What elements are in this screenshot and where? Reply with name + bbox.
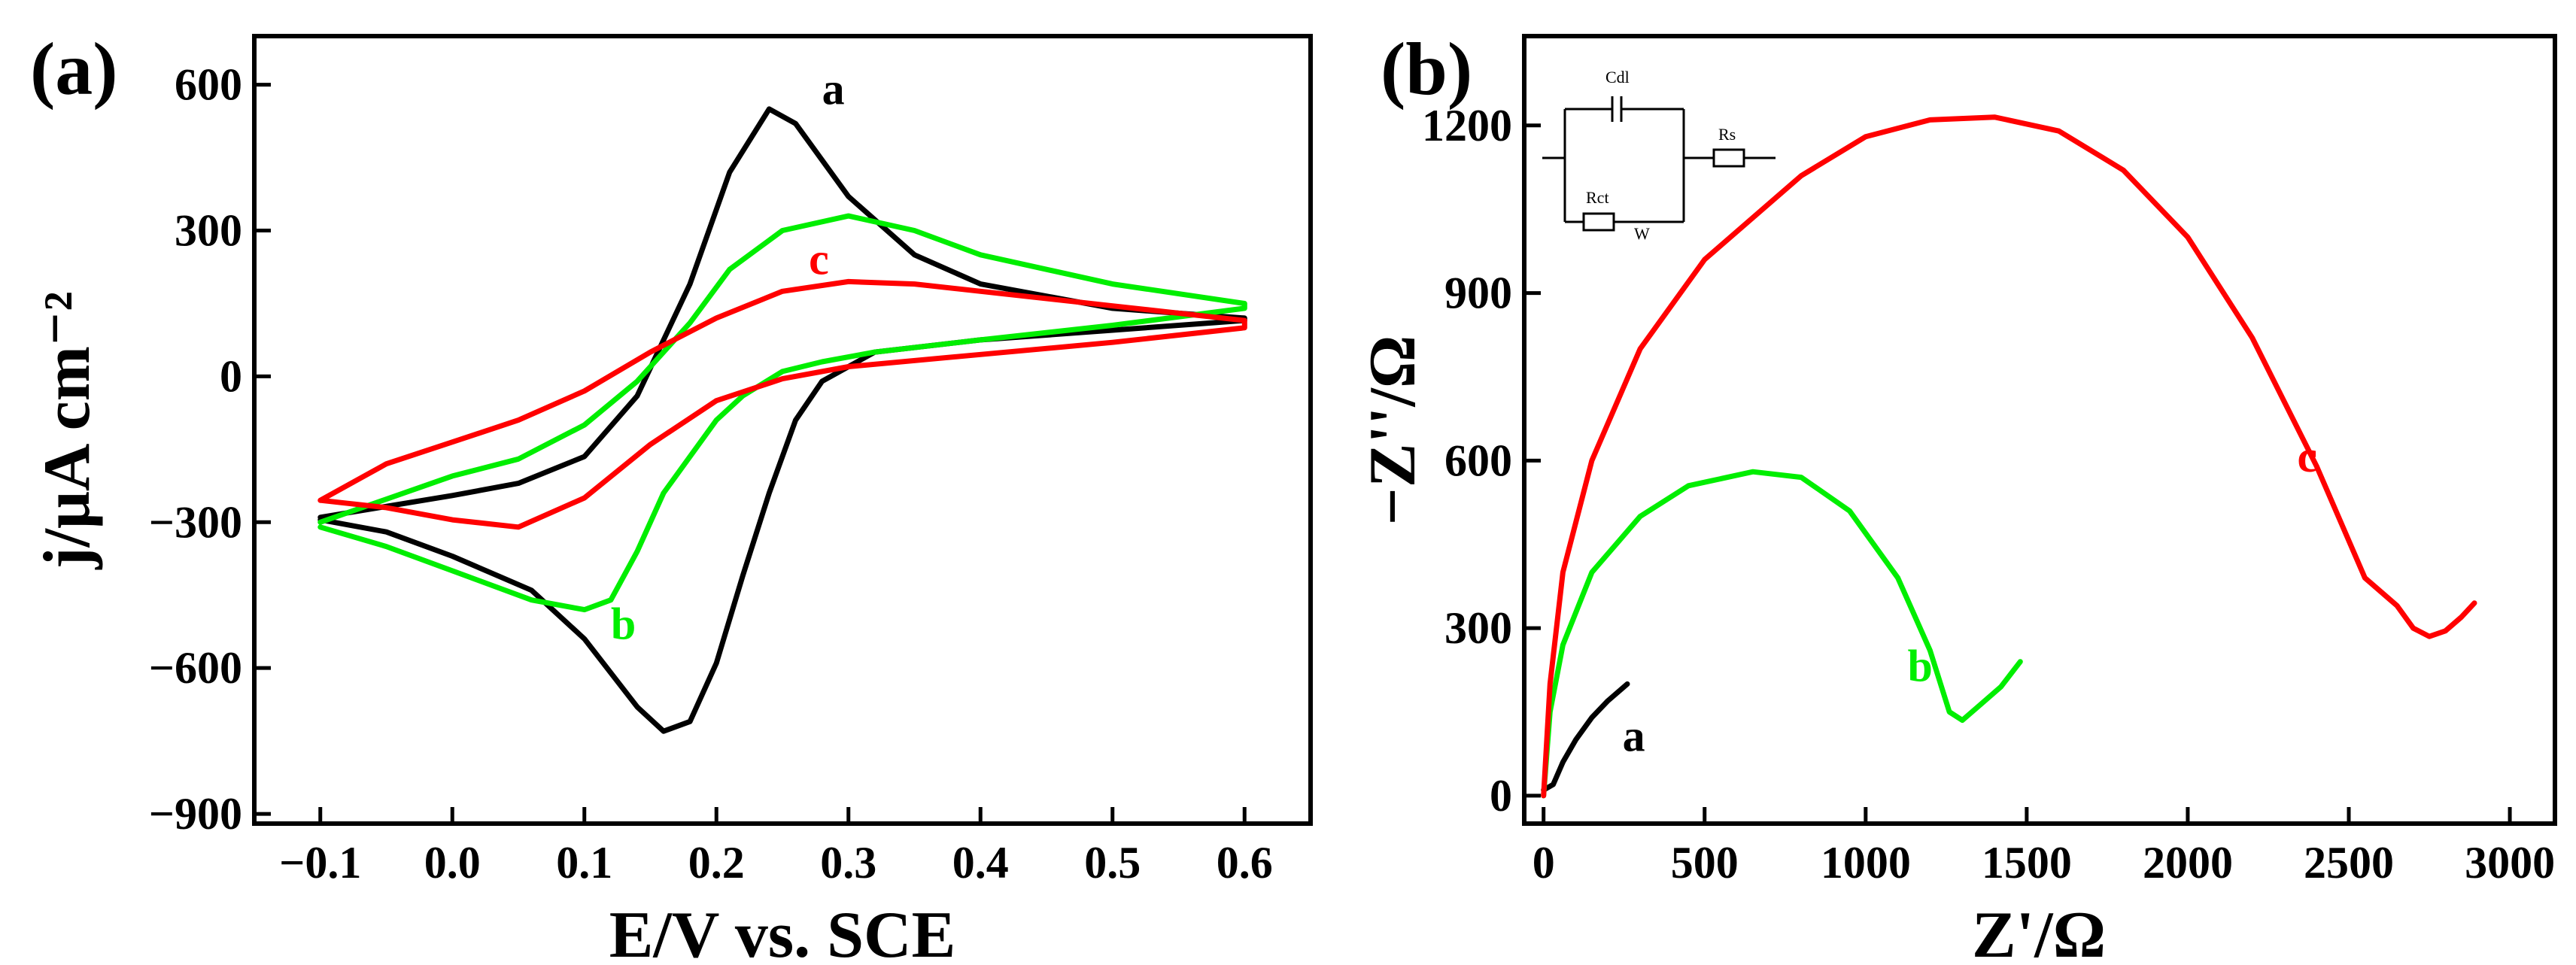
inset-label-w: W — [1634, 224, 1650, 243]
panel-a-series-a-label: a — [822, 64, 845, 114]
panel-a-chart: (a) E/V vs. SCE j/μA cm⁻² −0.1 0.0 0.1 0.2 0… — [30, 27, 1313, 965]
panel-b-x-axis-title: Z'/Ω — [1972, 899, 2106, 965]
panel-a-y-tick-label: −900 — [149, 789, 242, 839]
panel-b-plot-frame — [1522, 34, 2557, 826]
panel-b-series-a-label: a — [1623, 711, 1645, 760]
panel-b-x-tick-label: 1500 — [1982, 838, 2072, 888]
panel-a-y-ticks: −900 −600 −300 0 300 600 — [149, 60, 271, 839]
panel-b-series-a-line — [1541, 681, 1630, 793]
panel-a-x-tick-label: 0.1 — [556, 838, 612, 888]
panel-b-x-tick-label: 0 — [1533, 838, 1555, 888]
panel-a-x-tick-label: 0.0 — [424, 838, 481, 888]
panel-a-x-tick-label: −0.1 — [279, 838, 361, 888]
panel-b-x-tick-label: 3000 — [2465, 838, 2555, 888]
panel-b-series-c-label: c — [2298, 432, 2318, 481]
panel-a-series: a b c — [317, 64, 1247, 734]
panel-a-series-c-line — [317, 278, 1247, 530]
panel-a-x-tick-label: 0.5 — [1084, 838, 1141, 888]
panel-b-x-ticks: 0 500 1000 1500 2000 2500 3000 — [1533, 807, 2555, 888]
panel-a-y-tick-label: −300 — [149, 497, 242, 547]
inset-label-rs: Rs — [1718, 125, 1736, 144]
panel-a-y-tick-label: 600 — [175, 60, 242, 110]
panel-b-y-ticks: 0 300 600 900 1200 — [1422, 101, 1541, 821]
resistor-rs — [1712, 148, 1745, 168]
panel-b-x-tick-label: 1000 — [1821, 838, 1911, 888]
panel-b-series: a b c — [1541, 114, 2477, 799]
inset-label-rct: Rct — [1586, 188, 1609, 207]
equivalent-circuit-inset: Cdl Rs Rct W — [1542, 68, 1776, 243]
panel-a-x-tick-label: 0.3 — [820, 838, 876, 888]
panel-b-y-tick-label: 900 — [1444, 269, 1512, 318]
panel-b-y-tick-label: 600 — [1444, 435, 1512, 485]
panel-b-y-tick-label: 0 — [1490, 771, 1512, 821]
panel-b-y-tick-label: 300 — [1444, 603, 1512, 653]
panel-a-series-a-line — [317, 106, 1247, 734]
panel-a-x-ticks: −0.1 0.0 0.1 0.2 0.3 0.4 0.5 0.6 — [279, 807, 1273, 888]
panel-b-label: (b) — [1381, 27, 1472, 111]
panel-a-x-tick-label: 0.2 — [688, 838, 745, 888]
panel-b-y-tick-label: 1200 — [1422, 101, 1512, 150]
panel-a-x-tick-label: 0.6 — [1217, 838, 1273, 888]
panel-a-series-b-line — [317, 213, 1247, 613]
panel-a-label: (a) — [30, 27, 118, 111]
panel-a-y-axis-title: j/μA cm⁻² — [31, 291, 104, 570]
panel-a-y-tick-label: 0 — [220, 351, 242, 401]
panel-b-y-axis-title: −Z''/Ω — [1356, 335, 1429, 526]
panel-a-plot-frame — [252, 34, 1313, 826]
inset-label-cdl: Cdl — [1605, 68, 1630, 86]
panel-a-y-tick-label: −600 — [149, 643, 242, 693]
panel-a-series-c-label: c — [809, 235, 829, 284]
panel-b-series-b-label: b — [1907, 642, 1932, 691]
panel-b-x-tick-label: 500 — [1671, 838, 1739, 888]
resistor-rct — [1582, 212, 1615, 232]
panel-a-x-axis-title: E/V vs. SCE — [609, 899, 956, 965]
panel-b-series-c-line — [1541, 114, 2477, 799]
panel-a-y-tick-label: 300 — [175, 206, 242, 256]
panel-a-series-b-label: b — [611, 599, 636, 648]
panel-b-chart: (b) Z'/Ω −Z''/Ω 0 500 1000 1500 2000 2500 3000… — [1356, 27, 2557, 965]
panel-a-x-tick-label: 0.4 — [952, 838, 1009, 888]
panel-b-x-tick-label: 2500 — [2304, 838, 2394, 888]
panel-b-series-b-line — [1541, 469, 2023, 799]
panel-b-x-tick-label: 2000 — [2143, 838, 2233, 888]
